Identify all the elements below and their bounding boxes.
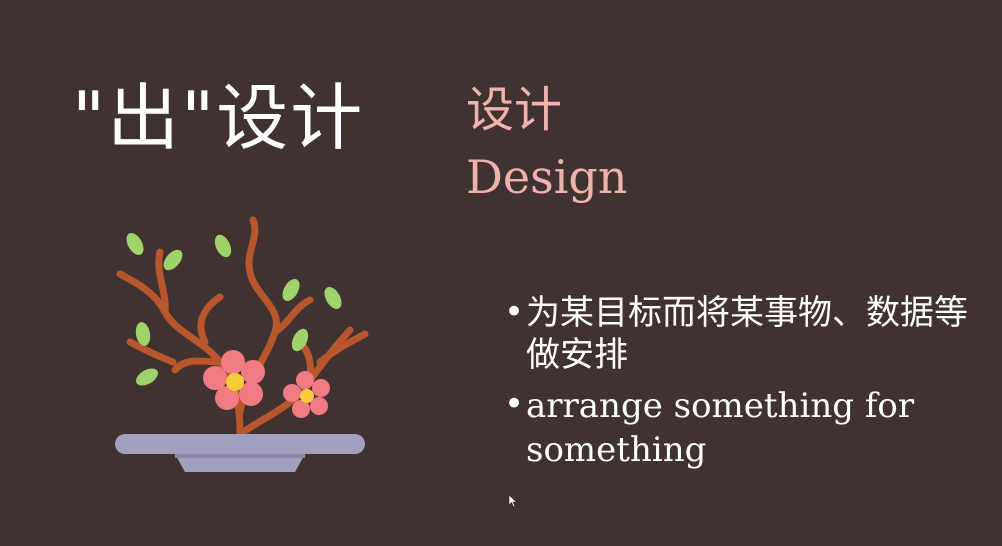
bullet-marker: • (504, 384, 525, 424)
flower-large (203, 350, 265, 410)
bonsai-icon (115, 216, 369, 472)
subtitle-english: Design (466, 150, 628, 204)
bullet-list: • 为某目标而将某事物、数据等做安排 • arrange something f… (504, 292, 994, 480)
pot (115, 434, 365, 472)
mouse-cursor-icon (508, 494, 518, 508)
flower-small (283, 371, 330, 418)
leaves (126, 233, 342, 386)
subtitle-chinese: 设计 (466, 82, 563, 138)
bullet-marker: • (504, 292, 525, 332)
bullet-text: arrange something for something (526, 386, 915, 470)
bullet-text: 为某目标而将某事物、数据等做安排 (526, 293, 968, 375)
bullet-item: • arrange something for something (504, 384, 994, 472)
slide-title: "出"设计 (72, 76, 365, 160)
bullet-item: • 为某目标而将某事物、数据等做安排 (504, 292, 994, 376)
